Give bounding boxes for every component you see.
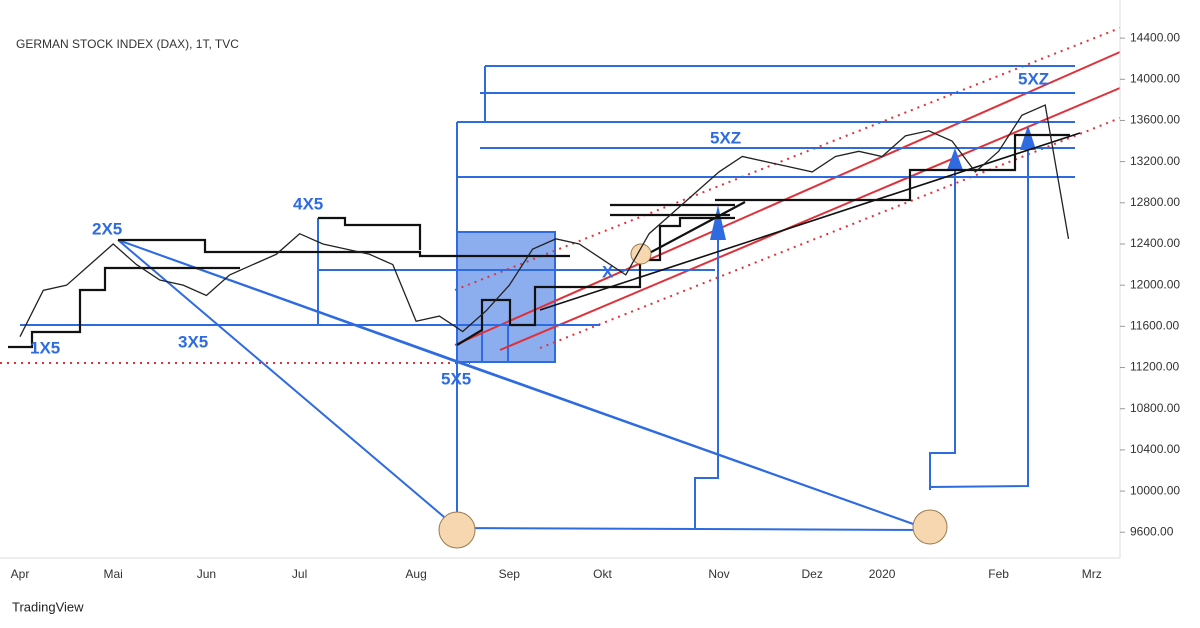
x-tick-label: Aug bbox=[405, 567, 426, 581]
channel bbox=[539, 117, 1121, 349]
price-line bbox=[19, 104, 1070, 337]
y-tick-label: 12000.00 bbox=[1130, 277, 1180, 291]
x-tick-label: Jul bbox=[292, 567, 307, 581]
y-tick-label: 11600.00 bbox=[1130, 319, 1179, 333]
y-tick-label: 12800.00 bbox=[1130, 195, 1180, 209]
x-tick-label: Mrz bbox=[1082, 567, 1102, 581]
y-tick-label: 13600.00 bbox=[1130, 113, 1180, 127]
channel bbox=[454, 51, 1121, 346]
x-tick-label: 2020 bbox=[869, 567, 896, 581]
pivot bbox=[912, 509, 948, 545]
y-tick-label: 14000.00 bbox=[1130, 71, 1180, 85]
annotation: 3X5 bbox=[178, 332, 208, 351]
annotation: 4X5 bbox=[293, 194, 323, 213]
y-tick-label: 9600.00 bbox=[1130, 524, 1174, 538]
levels bbox=[20, 65, 1075, 530]
arrows bbox=[710, 125, 1036, 240]
x-tick-label: Jun bbox=[197, 567, 216, 581]
annotation: 5XZ bbox=[1018, 69, 1049, 88]
y-tick-label: 14400.00 bbox=[1130, 30, 1180, 44]
annotation: 1X5 bbox=[30, 338, 60, 357]
box bbox=[456, 231, 556, 363]
x-tick-label: Apr bbox=[11, 567, 30, 581]
x-tick-label: Feb bbox=[988, 567, 1009, 581]
fans bbox=[117, 239, 931, 531]
x-tick-label: Mai bbox=[104, 567, 123, 581]
x-tick-label: Dez bbox=[802, 567, 823, 581]
y-tick-label: 10800.00 bbox=[1130, 401, 1180, 415]
channel bbox=[499, 87, 1121, 351]
x-tick-label: Nov bbox=[708, 567, 729, 581]
x-tick-label: Sep bbox=[499, 567, 521, 581]
pivot bbox=[438, 511, 476, 549]
chart-title: GERMAN STOCK INDEX (DAX), 1T, TVC bbox=[16, 37, 239, 51]
projection bbox=[694, 150, 1029, 528]
trend bbox=[539, 132, 1081, 311]
annotation: 2X5 bbox=[92, 219, 122, 238]
drawings bbox=[0, 27, 1121, 549]
y-tick-label: 11200.00 bbox=[1130, 360, 1179, 374]
annotation: 5X5 bbox=[441, 369, 471, 388]
y-tick-label: 10000.00 bbox=[1130, 483, 1180, 497]
brand: TradingView bbox=[12, 599, 84, 614]
y-tick-label: 12400.00 bbox=[1130, 236, 1180, 250]
y-tick-label: 13200.00 bbox=[1130, 154, 1180, 168]
x-tick-label: Okt bbox=[593, 567, 612, 581]
channel bbox=[454, 27, 1121, 291]
annotation: 5XZ bbox=[710, 128, 741, 147]
y-tick-label: 10400.00 bbox=[1130, 442, 1180, 456]
annotation: X bbox=[602, 262, 614, 281]
pivot bbox=[630, 243, 652, 265]
